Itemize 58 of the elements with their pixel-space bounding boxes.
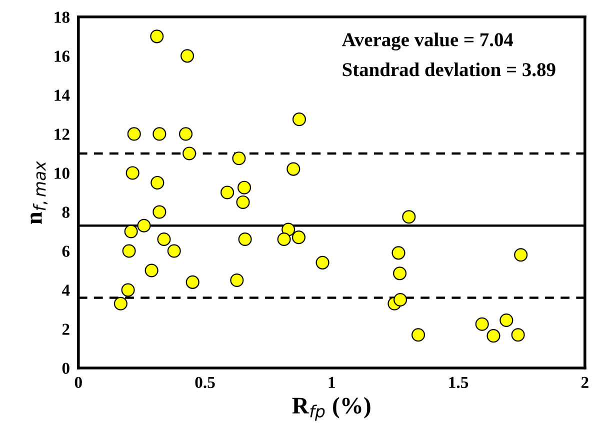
y-axis-title: n$_{f,max}$ <box>30 160 48 224</box>
point <box>292 112 306 126</box>
point <box>186 275 200 289</box>
point <box>232 152 246 166</box>
y-tick-label: 6 <box>62 246 70 257</box>
point <box>392 246 406 260</box>
point <box>124 224 138 238</box>
y-tick-label: 2 <box>62 324 70 335</box>
point <box>137 218 151 232</box>
y-tick-label: 0 <box>62 362 70 374</box>
point <box>500 313 514 327</box>
point <box>402 210 416 224</box>
point <box>220 186 234 200</box>
point <box>393 266 407 280</box>
point <box>230 273 244 288</box>
point <box>167 244 181 258</box>
point <box>277 232 291 246</box>
point <box>126 166 140 180</box>
point <box>122 244 136 258</box>
x-tick-label: 0.5 <box>195 376 215 388</box>
point <box>486 329 500 343</box>
point <box>127 127 141 141</box>
point <box>236 195 250 209</box>
y-tick-label: 10 <box>54 168 70 179</box>
point <box>238 232 252 246</box>
x-tick-label: 1.5 <box>449 376 468 388</box>
y-tick-label: 16 <box>54 50 70 62</box>
x-tick-label: 0 <box>74 376 82 388</box>
annotation: Standrad devlation = 3.89 <box>342 62 556 76</box>
point <box>152 127 166 141</box>
point <box>292 230 306 244</box>
point <box>238 180 252 194</box>
point <box>150 176 164 190</box>
y-tick-label: 12 <box>54 128 70 140</box>
point <box>179 127 193 141</box>
point <box>412 328 426 342</box>
y-tick-label: 4 <box>62 284 70 296</box>
point <box>152 205 166 219</box>
point <box>144 264 158 278</box>
x-tick-label: 1 <box>328 376 335 388</box>
annotation: Average value = 7.04 <box>342 32 514 50</box>
x-tick-label: 2 <box>581 376 588 388</box>
point <box>511 328 525 342</box>
point <box>514 248 528 262</box>
point <box>394 292 408 307</box>
point <box>316 256 330 270</box>
y-tick-label: 18 <box>54 12 70 23</box>
point <box>180 49 194 63</box>
point <box>150 30 164 44</box>
point <box>157 232 171 246</box>
y-tick-label: 8 <box>62 206 70 218</box>
point <box>121 283 135 297</box>
x-axis-title: R$_{fp}$ (%) <box>292 397 370 421</box>
y-tick-label: 14 <box>54 90 70 101</box>
point <box>475 317 489 331</box>
point <box>286 162 300 176</box>
point <box>182 146 196 160</box>
point <box>114 296 128 310</box>
